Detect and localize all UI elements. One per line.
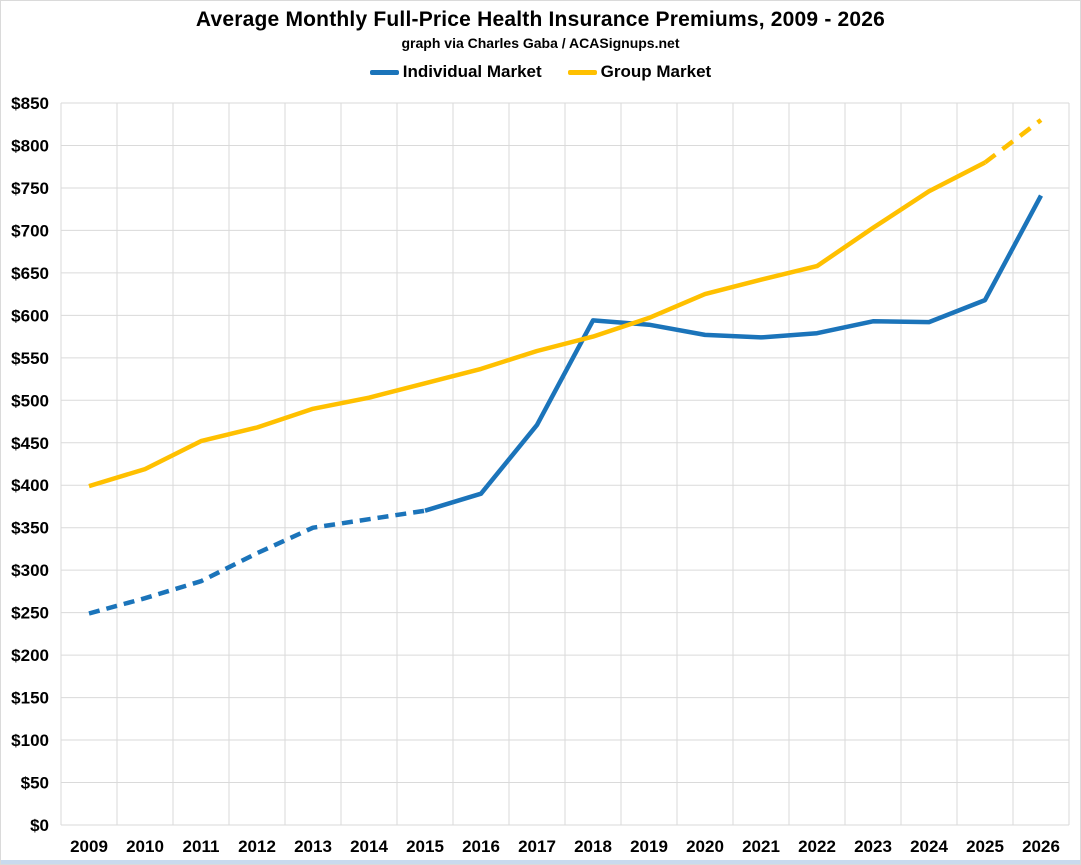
x-tick-label: 2023 bbox=[854, 837, 892, 856]
y-tick-label: $850 bbox=[11, 94, 49, 113]
x-tick-label: 2010 bbox=[126, 837, 164, 856]
group-market-line-swatch-icon bbox=[567, 69, 597, 75]
chart-subtitle: graph via Charles Gaba / ACASignups.net bbox=[401, 35, 680, 51]
y-tick-label: $600 bbox=[11, 306, 49, 325]
chart-legend: Individual Market Group Market bbox=[1, 62, 1080, 82]
x-tick-label: 2016 bbox=[462, 837, 500, 856]
y-tick-label: $350 bbox=[11, 519, 49, 538]
y-tick-label: $250 bbox=[11, 604, 49, 623]
x-tick-label: 2013 bbox=[294, 837, 332, 856]
y-tick-label: $800 bbox=[11, 136, 49, 155]
legend-item-individual-market: Individual Market bbox=[369, 62, 542, 82]
x-tick-label: 2015 bbox=[406, 837, 444, 856]
x-tick-label: 2020 bbox=[686, 837, 724, 856]
y-tick-label: $750 bbox=[11, 179, 49, 198]
series-line-individual-market-solid bbox=[424, 194, 1043, 513]
y-tick-label: $300 bbox=[11, 561, 49, 580]
y-tick-label: $50 bbox=[21, 774, 49, 793]
x-tick-label: 2014 bbox=[350, 837, 388, 856]
y-tick-label: $450 bbox=[11, 434, 49, 453]
x-tick-label: 2019 bbox=[630, 837, 668, 856]
legend-label-individual-market: Individual Market bbox=[402, 62, 542, 81]
x-tick-label: 2011 bbox=[183, 837, 220, 856]
chart-title: Average Monthly Full-Price Health Insura… bbox=[195, 8, 886, 31]
y-tick-label: $500 bbox=[11, 391, 49, 410]
y-tick-label: $150 bbox=[11, 689, 49, 708]
x-tick-label: 2025 bbox=[966, 837, 1004, 856]
x-tick-label: 2026 bbox=[1022, 837, 1060, 856]
x-tick-label: 2022 bbox=[798, 837, 836, 856]
y-tick-label: $550 bbox=[11, 349, 49, 368]
series-line-group-market-dashed bbox=[983, 118, 1043, 165]
y-tick-label: $700 bbox=[11, 221, 49, 240]
y-tick-label: $650 bbox=[11, 264, 49, 283]
y-tick-label: $400 bbox=[11, 476, 49, 495]
x-tick-label: 2009 bbox=[70, 837, 108, 856]
legend-item-group-market: Group Market bbox=[567, 62, 712, 82]
legend-label-group-market: Group Market bbox=[600, 62, 712, 81]
y-tick-label: $100 bbox=[11, 731, 49, 750]
individual-market-line-swatch-icon bbox=[369, 69, 399, 75]
x-tick-label: 2017 bbox=[518, 837, 556, 856]
series-line-individual-market-dashed bbox=[88, 508, 426, 616]
x-tick-label: 2024 bbox=[910, 837, 948, 856]
x-tick-label: 2021 bbox=[742, 837, 780, 856]
bottom-edge-strip bbox=[1, 860, 1080, 864]
x-tick-label: 2018 bbox=[574, 837, 612, 856]
y-tick-label: $200 bbox=[11, 646, 49, 665]
series-line-group-market-solid bbox=[88, 160, 987, 489]
x-tick-label: 2012 bbox=[238, 837, 276, 856]
y-tick-label: $0 bbox=[30, 816, 49, 835]
